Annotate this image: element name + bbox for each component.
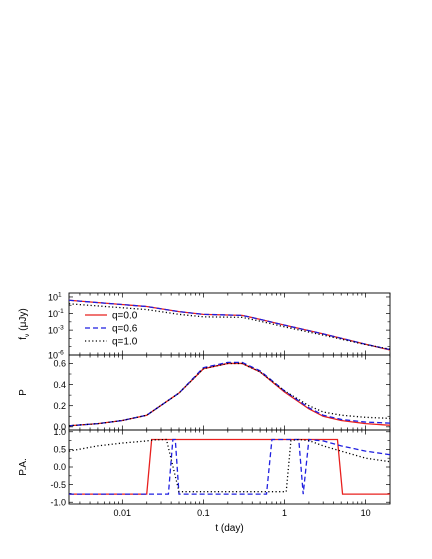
series-line-q=0.6 [69, 361, 390, 427]
y-tick-label: -0.5 [50, 480, 66, 490]
y-tick-label: 0.0 [53, 462, 66, 472]
y-tick-exponent: 1 [58, 291, 62, 298]
x-tick-label: 0.01 [114, 508, 132, 518]
panel-2: -1.0 -0.5 0.0 0.5 1.0 P.A. [18, 427, 391, 507]
x-axis-label: t (day) [215, 523, 243, 534]
y-axis-label: fν(μJy) [18, 308, 31, 339]
series-line-q=1.0 [69, 362, 390, 427]
panel-frame [68, 354, 391, 431]
panel-data [69, 438, 390, 495]
legend-label-q=1.0: q=1.0 [112, 337, 138, 348]
y-tick-label: 0.6 [53, 359, 66, 369]
x-axis: 0.01 0.1 1 10 t (day) [114, 508, 371, 534]
y-tick-label: 10 [48, 351, 58, 361]
y-tick-exponent: -3 [58, 325, 64, 332]
y-tick-exponent: -1 [58, 308, 64, 315]
series-line-q=0.6 [69, 438, 390, 495]
legend-label-q=0.6: q=0.6 [112, 324, 138, 335]
x-tick-label: 0.1 [197, 508, 210, 518]
y-tick-label: 0.4 [53, 380, 66, 390]
y-tick-label: 1.0 [53, 427, 66, 437]
legend: q=0.0 q=0.6 q=1.0 [85, 311, 138, 348]
panel-data [69, 361, 390, 427]
x-tick-label: 10 [361, 508, 371, 518]
panel-data [69, 299, 390, 351]
legend-label-q=0.0: q=0.0 [112, 311, 138, 322]
panel-1: 0.0 0.2 0.4 0.6 P [18, 354, 391, 432]
series-line-q=0.0 [69, 362, 390, 427]
series-line-q=0.0 [69, 438, 390, 495]
series-line-q=1.0 [69, 438, 390, 493]
y-tick-label: -1.0 [50, 497, 66, 507]
series-line-q=0.0 [69, 299, 390, 351]
y-tick-label: 0.5 [53, 445, 66, 455]
y-tick-label: 0.2 [53, 401, 66, 411]
y-axis-label: P.A. [18, 458, 29, 476]
y-tick-label: 10 [48, 326, 58, 336]
y-axis-label: P [18, 389, 29, 396]
y-tick-label: 10 [48, 309, 58, 319]
x-tick-label: 1 [282, 508, 287, 518]
series-line-q=1.0 [69, 303, 390, 350]
y-tick-label: 0.0 [53, 422, 66, 432]
y-tick-exponent: -6 [58, 350, 64, 357]
y-tick-label: 10 [48, 292, 58, 302]
